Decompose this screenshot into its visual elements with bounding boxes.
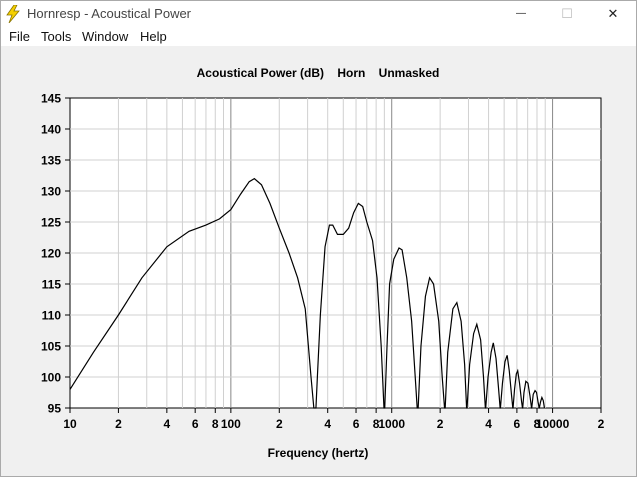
- x-axis-label: Frequency (hertz): [268, 446, 369, 460]
- minimize-icon: —: [516, 8, 526, 19]
- acoustical-power-chart: Acoustical Power (dB) Horn Unmasked 9510…: [41, 66, 605, 460]
- close-icon: ✕: [607, 5, 619, 21]
- y-tick-label: 135: [41, 154, 61, 168]
- close-button[interactable]: ✕: [590, 1, 636, 26]
- menu-bar: File Tools Window Help: [1, 26, 636, 46]
- y-axis-ticks: 95 100 105 110 115 120 125 130 135 140 145: [41, 92, 70, 416]
- x-tick-label: 10000: [536, 417, 570, 431]
- y-tick-label: 145: [41, 92, 61, 106]
- chart-title: Acoustical Power (dB) Horn Unmasked: [197, 66, 440, 80]
- hornresp-lightning-icon: [6, 5, 20, 23]
- chart-area: Acoustical Power (dB) Horn Unmasked 95 10…: [1, 46, 636, 476]
- x-tick-label: 2: [276, 417, 283, 431]
- y-tick-label: 140: [41, 123, 61, 137]
- x-tick-label: 4: [164, 417, 171, 431]
- x-tick-label: 6: [192, 417, 199, 431]
- x-tick-label: 8: [373, 417, 380, 431]
- acoustical-power-curve: [69, 177, 546, 409]
- minimize-button[interactable]: —: [498, 1, 544, 26]
- y-tick-label: 110: [42, 309, 62, 323]
- y-tick-label: 130: [41, 185, 61, 199]
- x-tick-label: 8: [212, 417, 219, 431]
- maximize-button[interactable]: ☐: [544, 1, 590, 26]
- window-title: Hornresp - Acoustical Power: [27, 6, 192, 21]
- x-tick-label: 8: [534, 417, 541, 431]
- title-bar[interactable]: Hornresp - Acoustical Power — ☐ ✕: [1, 1, 636, 26]
- x-tick-label: 4: [485, 417, 492, 431]
- x-tick-label: 10: [63, 417, 77, 431]
- maximize-icon: ☐: [561, 5, 573, 21]
- y-tick-label: 95: [48, 402, 62, 416]
- menu-file[interactable]: File: [9, 29, 30, 44]
- y-tick-label: 120: [41, 247, 61, 261]
- x-tick-label: 100: [221, 417, 241, 431]
- x-tick-label: 2: [437, 417, 444, 431]
- y-tick-label: 100: [41, 371, 61, 385]
- x-tick-label: 2: [598, 417, 605, 431]
- grid-lines: [70, 98, 601, 408]
- x-tick-label: 4: [324, 417, 331, 431]
- y-tick-label: 125: [41, 216, 61, 230]
- x-tick-label: 6: [514, 417, 521, 431]
- menu-tools[interactable]: Tools: [41, 29, 72, 44]
- y-tick-label: 115: [42, 278, 62, 292]
- menu-help[interactable]: Help: [140, 29, 167, 44]
- x-tick-label: 2: [115, 417, 122, 431]
- menu-window[interactable]: Window: [82, 29, 129, 44]
- y-tick-label: 105: [41, 340, 61, 354]
- x-tick-label: 1000: [378, 417, 405, 431]
- x-tick-label: 6: [353, 417, 360, 431]
